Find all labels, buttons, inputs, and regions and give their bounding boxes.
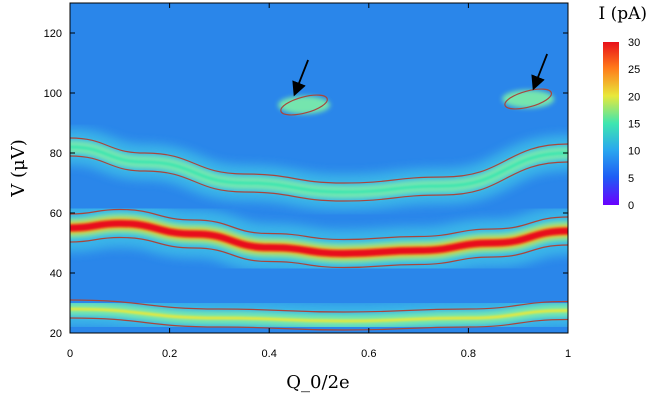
x-tick-label: 0 [67, 348, 73, 360]
x-tick-label: 0.2 [162, 348, 177, 360]
x-tick-label: 0.4 [262, 348, 277, 360]
annotation-arrow [292, 59, 309, 97]
heatmap-plot [70, 3, 568, 333]
band-core [70, 219, 568, 258]
colorbar-tick-label: 0 [628, 200, 634, 212]
contour-line-lower [70, 236, 568, 269]
band-core [70, 145, 568, 194]
x-tick-label: 0.6 [361, 348, 376, 360]
contour-line-lower [70, 155, 568, 202]
y-axis: 20 40 60 80 100 120 [44, 28, 568, 340]
colorbar: I (pA) 0 5 10 15 20 25 30 [598, 4, 647, 212]
colorbar-tick-label: 10 [628, 146, 640, 158]
y-tick-label: 100 [44, 88, 62, 100]
y-axis-label: V (μV) [8, 139, 29, 197]
x-axis-label: Q_0/2e [286, 372, 349, 393]
colorbar-tick-label: 20 [628, 91, 640, 103]
contour-line-upper [70, 137, 568, 184]
colorbar-tick-label: 25 [628, 64, 640, 76]
x-tick-label: 1 [565, 348, 571, 360]
annotation-arrow [531, 53, 548, 91]
spot-glow [502, 90, 555, 108]
contour-line-lower [70, 317, 568, 331]
band-core [70, 307, 568, 323]
feature-lower-thin-band [70, 291, 568, 333]
y-tick-label: 60 [50, 208, 62, 220]
spot-glow [278, 96, 331, 114]
spot-contour [280, 94, 328, 116]
feature-upper-arc [70, 129, 568, 211]
x-axis: 0 0.2 0.4 0.6 0.8 1 [67, 3, 571, 360]
annotations [292, 53, 548, 97]
colorbar-gradient [603, 42, 619, 205]
colorbar-label: I (pA) [598, 4, 647, 24]
contour-line-upper [70, 299, 568, 313]
colorbar-tick-label: 30 [628, 37, 640, 49]
y-tick-label: 80 [50, 148, 62, 160]
y-tick-label: 20 [50, 328, 62, 340]
feature-feature-near-arrow-2 [502, 88, 555, 110]
contour-line-upper [70, 208, 568, 241]
plot-frame [69, 2, 569, 334]
colorbar-tick-label: 15 [628, 119, 640, 131]
colorbar-tick-label: 5 [628, 173, 634, 185]
y-tick-label: 120 [44, 28, 62, 40]
x-tick-label: 0.8 [461, 348, 476, 360]
feature-feature-near-arrow-1 [278, 94, 331, 116]
feature-main-current-band [70, 199, 568, 278]
spot-contour [504, 88, 553, 110]
y-tick-label: 40 [50, 268, 62, 280]
